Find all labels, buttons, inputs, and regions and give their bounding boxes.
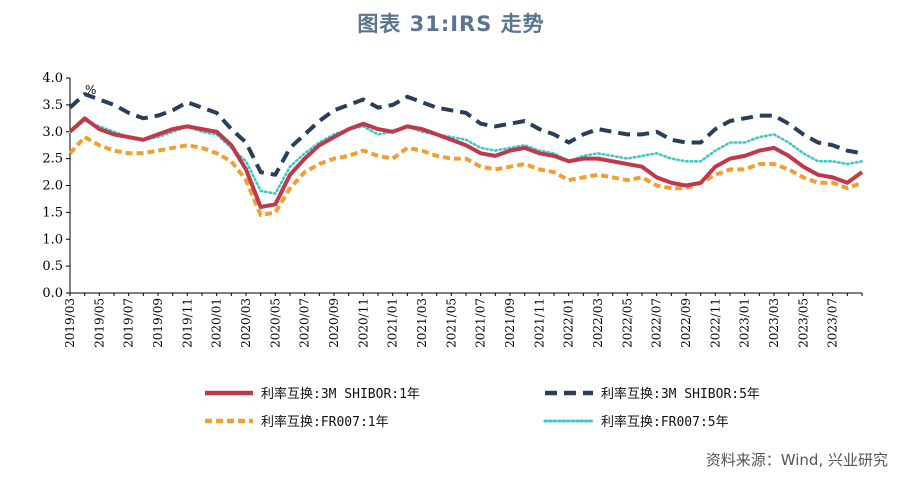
x-tick-label: 2020/11	[356, 298, 370, 348]
series-line-2	[68, 135, 863, 218]
x-tick-label: 2021/11	[532, 298, 546, 348]
source-note: 资料来源：Wind, 兴业研究	[705, 451, 888, 469]
series-line-3	[68, 119, 864, 195]
x-tick-label: 2019/09	[151, 298, 165, 348]
y-tick-label: 1.0	[42, 232, 63, 247]
line-chart: 0.0 0.5 1.0 1.5 2.0 2.5 3.0 3.5 4.0% 2019/03 2019/…	[42, 71, 864, 430]
legend-label-1: 利率互换:3M SHIBOR:5年	[601, 386, 760, 402]
x-tick-label: 2019/03	[63, 298, 77, 348]
x-tick-label: 2020/09	[327, 298, 341, 348]
unit-label: %	[85, 83, 96, 97]
legend-label-2: 利率互换:FR007:1年	[261, 414, 389, 430]
axes: 0.0 0.5 1.0 1.5 2.0 2.5 3.0 3.5 4.0% 2019/03 2019/…	[42, 71, 863, 348]
x-tick-label: 2021/07	[474, 298, 488, 348]
x-tick-label: 2020/07	[298, 298, 312, 348]
y-tick-label: 0.0	[42, 286, 63, 301]
series-line-0	[68, 116, 864, 209]
legend: 利率互换:3M SHIBOR:1年 利率互换:3M SHIBOR:5年利率互换:F…	[205, 386, 760, 430]
x-tick-label: 2022/07	[650, 298, 664, 348]
x-tick-label: 2023/05	[796, 298, 810, 348]
x-tick-label: 2020/05	[268, 298, 282, 348]
y-tick-label: 3.5	[42, 98, 63, 113]
y-tick-label: 4.0	[42, 71, 63, 86]
legend-label-3: 利率互换:FR007:5年	[601, 414, 729, 430]
x-tick-label: 2023/03	[767, 298, 781, 348]
x-tick-label: 2021/09	[503, 298, 517, 348]
x-tick-label: 2020/01	[210, 298, 224, 348]
x-tick-label: 2020/03	[239, 298, 253, 348]
y-tick-label: 3.0	[42, 125, 63, 140]
x-tick-label: 2019/11	[180, 298, 194, 348]
series-line-1	[68, 92, 863, 177]
x-tick-label: 2023/01	[738, 298, 752, 348]
legend-label-0: 利率互换:3M SHIBOR:1年	[261, 386, 420, 402]
x-tick-label: 2022/11	[708, 298, 722, 348]
x-tick-label: 2022/03	[591, 298, 605, 348]
x-tick-label: 2019/05	[92, 298, 106, 348]
chart-title: 图表 31:IRS 走势	[357, 12, 545, 36]
x-tick-label: 2019/07	[122, 298, 136, 348]
y-tick-label: 0.5	[42, 259, 63, 274]
x-tick-label: 2021/05	[444, 298, 458, 348]
x-tick-label: 2022/01	[562, 298, 576, 348]
x-tick-label: 2021/03	[415, 298, 429, 348]
y-tick-label: 1.5	[42, 205, 63, 220]
x-tick-label: 2023/07	[826, 298, 840, 348]
y-tick-label: 2.5	[42, 152, 63, 167]
plot-area	[68, 92, 864, 218]
x-tick-label: 2022/05	[620, 298, 634, 348]
x-tick-label: 2022/09	[679, 298, 693, 348]
x-tick-label: 2021/01	[386, 298, 400, 348]
y-tick-label: 2.0	[42, 179, 63, 194]
